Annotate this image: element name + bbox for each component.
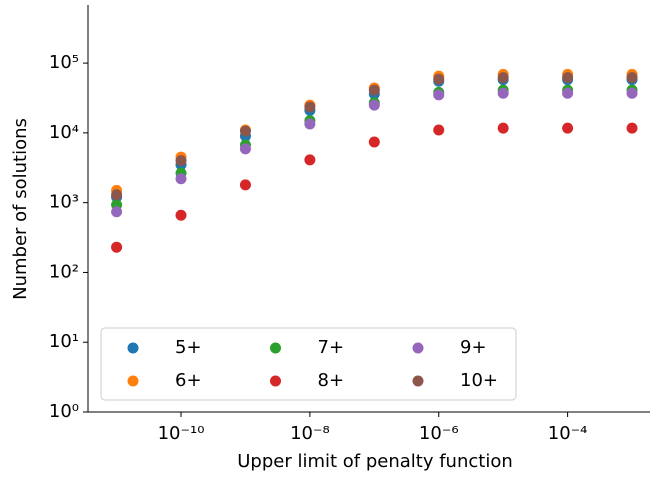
legend-marker [412,342,424,354]
legend-label: 6+ [175,370,202,391]
legend-label: 9+ [460,337,487,358]
y-tick-label: 10² [49,261,79,282]
y-tick-label: 10¹ [49,331,79,352]
legend-marker [127,342,139,354]
x-tick-label: 10⁻¹⁰ [158,423,205,444]
point [304,101,316,113]
legend-label: 10+ [460,370,498,391]
x-axis-title: Upper limit of penalty function [237,451,513,472]
point [368,99,380,111]
y-tick-label: 10⁵ [49,52,79,73]
point [239,125,251,137]
legend-label: 8+ [318,370,345,391]
point [497,87,509,99]
point [626,122,638,134]
point [175,173,187,185]
point [626,87,638,99]
point [175,155,187,167]
legend-label: 5+ [175,337,202,358]
legend-marker [270,375,281,387]
x-tick-label: 10⁻⁸ [290,423,330,444]
point [433,73,445,85]
point [304,118,316,130]
point [239,179,251,191]
x-tick-label: 10⁻⁴ [548,423,588,444]
point [433,89,445,101]
point [304,154,316,166]
y-axis-title: Number of solutions [10,118,31,300]
point [368,136,380,148]
legend-marker [270,342,281,354]
point [111,189,123,201]
legend-marker [412,375,424,387]
point [562,87,574,99]
legend-box [100,327,517,401]
point [175,209,187,221]
point [368,84,380,96]
point [433,124,445,136]
point [497,72,509,84]
point [562,122,574,134]
point [497,122,509,134]
legend-marker [127,375,139,387]
y-tick-label: 10³ [49,192,79,213]
point [562,72,574,84]
point [626,72,638,84]
x-tick-label: 10⁻⁶ [419,423,459,444]
point [111,241,123,253]
legend-label: 7+ [318,337,345,358]
y-tick-label: 10⁰ [49,401,79,422]
point [239,143,251,155]
point [111,206,123,218]
y-tick-label: 10⁴ [49,122,79,143]
